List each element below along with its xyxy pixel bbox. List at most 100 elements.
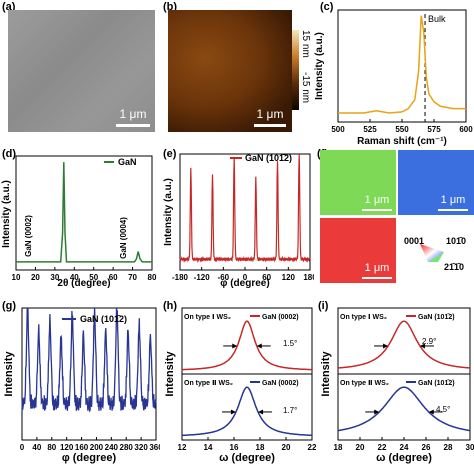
sem-image: 1 μm bbox=[8, 10, 155, 132]
ipf-label-2-1-10: 21̄1̄0 bbox=[444, 262, 464, 272]
phi-scan-g-chart: 0 40 80 120160200240280320360 GaN (101̄2) φ… bbox=[3, 307, 160, 464]
x-tick-label: 26 bbox=[422, 443, 431, 452]
x-tick-label: -180 bbox=[172, 273, 189, 282]
x-tick-label: 0 bbox=[20, 443, 25, 452]
x-tick-label: 12 bbox=[178, 443, 187, 452]
bulk-annotation: Bulk bbox=[428, 14, 446, 24]
rocking-h-chart: 12 14 16 18 20 22 On type Ⅰ WS₂ On type Ⅱ WS₂… bbox=[164, 307, 316, 464]
phi-scan-g-line bbox=[21, 307, 157, 413]
raman-chart: 500 525 550 575 600 Bulk Raman shift (cm⁻¹) … bbox=[314, 9, 473, 147]
rocking-h-bottom-fwhm: 1.7° bbox=[283, 406, 297, 415]
phi-e-legend: GaN (101̄2) bbox=[245, 153, 292, 163]
rocking-i-bottom-label: On type Ⅱ WS₂ bbox=[340, 380, 389, 387]
rocking-h-bottom-line bbox=[182, 386, 312, 437]
rocking-h-bottom-legend: GaN (0002) bbox=[262, 380, 299, 387]
x-tick-label: 22 bbox=[308, 443, 316, 452]
fwhm-arrowhead-right bbox=[258, 409, 264, 415]
x-tick-label: 600 bbox=[459, 125, 473, 134]
x-tick-label: 60 bbox=[109, 273, 118, 282]
x-tick-label: 360 bbox=[149, 443, 160, 452]
ebsd-map-red: 1 μm bbox=[320, 218, 396, 283]
x-tick-label: 550 bbox=[395, 125, 409, 134]
x-tick-label: 20 bbox=[282, 443, 291, 452]
x-tick-label: 120 bbox=[282, 273, 296, 282]
scale-bar-f2 bbox=[438, 209, 468, 211]
scale-bar-f1 bbox=[362, 209, 392, 211]
scale-bar-label-b: 1 μm bbox=[256, 107, 284, 121]
x-tick-label: 80 bbox=[47, 443, 56, 452]
x-tick-label: 16 bbox=[230, 443, 239, 452]
x-tick-label: 30 bbox=[50, 273, 59, 282]
rocking-h-bottom-label: On type Ⅱ WS₂ bbox=[184, 380, 233, 387]
fwhm-arrowhead-left bbox=[230, 409, 236, 415]
rocking-h-top-line bbox=[182, 320, 312, 371]
fwhm-arrowhead-left bbox=[232, 343, 238, 349]
annotation-gan-0004: GaN (0004) bbox=[119, 217, 128, 259]
x-tick-label: 20 bbox=[31, 273, 40, 282]
rocking-i-chart: 18 20 22 24 26 28 30 On type Ⅰ WS₂ On type Ⅱ W… bbox=[320, 307, 474, 464]
phi-g-xlabel: φ (degree) bbox=[62, 452, 117, 464]
xrd-ylabel: Intensity (a.u.) bbox=[1, 180, 12, 248]
raman-ylabel: Intensity (a.u.) bbox=[314, 32, 325, 100]
rocking-i-top-legend: GaN (101̄2) bbox=[418, 313, 455, 321]
x-tick-label: 40 bbox=[70, 273, 79, 282]
xrd-series-line bbox=[16, 162, 152, 263]
ebsd-map-blue: 1 μm bbox=[398, 150, 474, 215]
panel-label-i: (i) bbox=[318, 300, 329, 312]
rocking-i-ylabel: Intensity bbox=[320, 351, 332, 397]
raman-xlabel: Raman shift (cm⁻¹) bbox=[357, 136, 447, 147]
panel-label-e: (e) bbox=[163, 148, 177, 160]
rocking-i-top-line bbox=[337, 320, 471, 369]
x-tick-label: 180 bbox=[303, 273, 314, 282]
rocking-h-top-legend: GaN (0002) bbox=[262, 314, 299, 321]
phi-g-legend: GaN (101̄2) bbox=[80, 314, 127, 324]
afm-image: 1 μm bbox=[168, 10, 292, 132]
x-tick-label: 280 bbox=[120, 443, 134, 452]
x-tick-label: -60 bbox=[218, 273, 230, 282]
x-tick-label: 40 bbox=[32, 443, 41, 452]
x-tick-label: 160 bbox=[75, 443, 89, 452]
raman-series-line bbox=[338, 15, 466, 114]
rocking-h-top-label: On type Ⅰ WS₂ bbox=[184, 314, 231, 321]
rocking-i-top-fwhm: 2.9° bbox=[422, 337, 436, 346]
rocking-i-bottom-line bbox=[337, 386, 471, 432]
x-tick-label: 18 bbox=[334, 443, 343, 452]
x-tick-label: -120 bbox=[194, 273, 211, 282]
panel-label-g: (g) bbox=[2, 300, 17, 312]
x-tick-label: 240 bbox=[105, 443, 119, 452]
x-tick-label: 525 bbox=[363, 125, 377, 134]
ebsd-map-green: 1 μm bbox=[320, 150, 396, 215]
annotation-gan-0002: GaN (0002) bbox=[24, 215, 33, 257]
x-tick-label: 0 bbox=[243, 273, 248, 282]
xrd-legend: GaN bbox=[118, 157, 137, 167]
scale-bar-b bbox=[254, 124, 286, 127]
fwhm-arrowhead-right bbox=[419, 343, 425, 349]
x-tick-label: 70 bbox=[128, 273, 137, 282]
phi-e-ylabel: Intensity (a.u.) bbox=[163, 178, 174, 246]
x-tick-label: 22 bbox=[378, 443, 387, 452]
x-tick-label: 50 bbox=[89, 273, 98, 282]
x-tick-label: 120 bbox=[60, 443, 74, 452]
scale-bar-f3 bbox=[362, 277, 392, 279]
phi-scan-e-line bbox=[179, 153, 311, 263]
phi-scan-e-chart: -180 -120 -60 0 60 120 180 GaN (101̄2) φ (degr… bbox=[163, 153, 314, 288]
rocking-h-ylabel: Intensity bbox=[164, 351, 176, 397]
scale-bar-a bbox=[116, 124, 150, 127]
ipf-triangle-green bbox=[428, 252, 444, 262]
x-tick-label: 10 bbox=[12, 273, 21, 282]
x-tick-label: 200 bbox=[90, 443, 104, 452]
scale-bar-label-f1: 1 μm bbox=[364, 194, 390, 206]
x-tick-label: 575 bbox=[427, 125, 441, 134]
rocking-h-xlabel: ω (degree) bbox=[219, 452, 275, 464]
ipf-legend: 0001 101̄0 21̄1̄0 bbox=[404, 236, 466, 272]
phi-g-ylabel: Intensity bbox=[3, 351, 15, 397]
x-tick-label: 14 bbox=[204, 443, 213, 452]
x-tick-label: 80 bbox=[148, 273, 157, 282]
scale-bar-label-a: 1 μm bbox=[119, 107, 147, 121]
rocking-i-top-label: On type Ⅰ WS₂ bbox=[340, 314, 387, 321]
rocking-i-xlabel: ω (degree) bbox=[376, 452, 432, 464]
x-tick-label: 24 bbox=[400, 443, 409, 452]
fwhm-arrowhead-right bbox=[256, 343, 262, 349]
fwhm-arrowhead-left bbox=[374, 409, 380, 415]
panel-label-c: (c) bbox=[320, 1, 334, 13]
